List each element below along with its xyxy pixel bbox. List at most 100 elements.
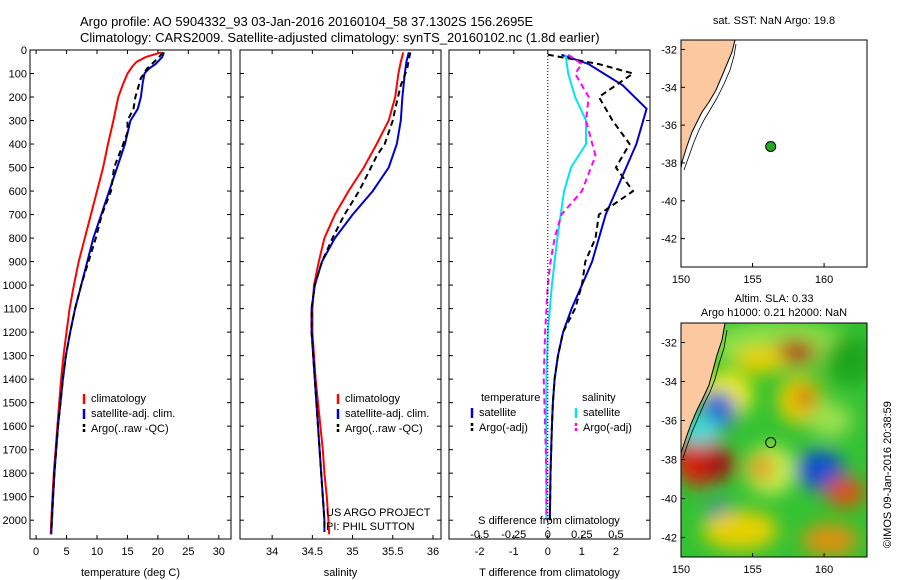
y-tick-label: 1000 [3,280,27,292]
x-tick-label: 20 [152,546,164,558]
legend-label: satellite [479,407,516,419]
x-tick-label: 25 [182,546,194,558]
x-tick-label: 30 [213,546,225,558]
sst-map-land [681,40,736,169]
y-tick-label: -42 [661,234,677,246]
argo-position-marker [765,141,777,153]
sla-map-land [681,323,726,454]
sst-map-frame [680,39,868,268]
y-tick-label: 1200 [3,327,27,339]
y-tick-label: 1700 [3,445,27,457]
sst-map-plot: 150 155 160 -32 -34 -36 -38 -40 -42 sat. SST: NaN… [661,15,835,286]
argo-position-marker [765,437,777,449]
x-tick-label: 155 [743,274,761,286]
salinity-plot: 34 34.5 35 35.5 36 salinity climatology satelli… [240,49,441,579]
footer-timestamp: ©IMOS 09-Jan-2016 20:38:59 [882,401,894,548]
annotation-pi: PI: PHIL SUTTON [326,521,415,533]
sla-map-title-line1: Altim. SLA: 0.33 [735,293,814,305]
y-tick-label: 800 [9,233,27,245]
sla-map-frame [680,322,868,558]
series-line [542,53,597,521]
x-tick-label-salinity: -0.5 [470,529,489,541]
legend-label: Argo(..raw -QC) [345,423,423,435]
legend-label: climatology [91,393,147,405]
x-tick-label: 10 [91,546,103,558]
salinity-panel [239,49,442,540]
y-tick-label: 1900 [3,492,27,504]
x-tick-label: 34.5 [302,546,323,558]
x-tick-label: 5 [63,546,69,558]
x-tick-label: 0 [33,546,39,558]
y-tick-label: 100 [9,69,27,81]
title-line1: Argo profile: AO 5904332_93 03-Jan-2016 … [80,14,534,29]
y-tick-label: -40 [661,196,677,208]
legend-header-salinity: salinity [582,392,616,404]
legend-label: satellite [583,407,620,419]
legend-header-temperature: temperature [481,392,540,404]
series-line [50,52,165,535]
y-tick-label: 300 [9,116,27,128]
x-tick-label: 35.5 [382,546,403,558]
y-tick-label: 400 [9,139,27,151]
y-tick-label: -32 [661,338,677,350]
x-tick-label: 160 [815,274,833,286]
x-axis-label: T difference from climatology [479,567,620,579]
sst-map-contour [683,43,737,171]
title-line2: Climatology: CARS2009. Satellite-adjuste… [80,30,600,45]
x-tick-label: 2 [613,546,619,558]
series-group [49,51,165,535]
series-line [547,53,636,521]
y-tick-label: 0 [21,45,27,57]
annotation-project: US ARGO PROJECT [326,507,431,519]
x-tick-label: 150 [672,564,690,576]
y-tick-label: 1300 [3,351,27,363]
y-tick-label: -32 [661,44,677,56]
x-tick-label-salinity: 0.25 [571,529,592,541]
y-tick-label: -34 [661,82,677,94]
legend-label: Argo(..raw -QC) [91,423,169,435]
x-tick-label: 15 [121,546,133,558]
x-axis-label-top: S difference from climatology [478,515,620,527]
y-tick-label: 500 [9,163,27,175]
y-tick-label: 200 [9,92,27,104]
y-tick-label: 1100 [3,304,27,316]
x-tick-label: 1 [579,546,585,558]
x-tick-label: 35 [346,546,358,558]
x-tick-label: 0 [545,546,551,558]
temperature-plot: 0 5 10 15 20 25 30 temperature (deg C) 0 100 200 30… [3,45,231,579]
sla-map-contour [682,329,728,459]
x-axis-label: salinity [324,567,358,579]
x-tick-label: 36 [427,546,439,558]
legend-label: climatology [345,393,401,405]
x-tick-label-salinity: 0.5 [608,529,623,541]
legend-label: satellite-adj. clim. [91,408,175,420]
y-tick-label: -34 [661,377,677,389]
x-tick-label: 155 [743,564,761,576]
legend-label: Argo(-adj) [479,422,528,434]
x-tick-label: 160 [815,564,833,576]
x-tick-label-salinity: 0 [545,529,551,541]
x-tick-label: -1 [509,546,519,558]
y-tick-label: -36 [661,120,677,132]
sla-map-plot: 150 155 160 -32 -34 -36 -38 -40 -42 Altim. SLA: 0… [661,293,847,576]
x-axis-label: temperature (deg C) [81,567,180,579]
y-tick-label: -42 [661,533,677,545]
series-group [542,53,648,521]
series-line [50,51,164,532]
series-group [310,52,412,535]
legend-label: Argo(-adj) [583,422,632,434]
y-tick-label: 2000 [3,515,27,527]
y-tick-label: -40 [661,494,677,506]
y-tick-label: -36 [661,416,677,428]
x-tick-label: 34 [266,546,278,558]
y-tick-label: -38 [661,455,677,467]
x-tick-label: -2 [475,546,485,558]
temperature-panel [29,49,232,540]
y-tick-label: 1500 [3,398,27,410]
sst-map-title: sat. SST: NaN Argo: 19.8 [713,15,835,27]
y-tick-label: 1400 [3,374,27,386]
difference-plot: -2 -1 0 1 2 T difference from climatology S di… [449,49,650,579]
y-tick-label: 700 [9,210,27,222]
y-tick-label: -38 [661,158,677,170]
